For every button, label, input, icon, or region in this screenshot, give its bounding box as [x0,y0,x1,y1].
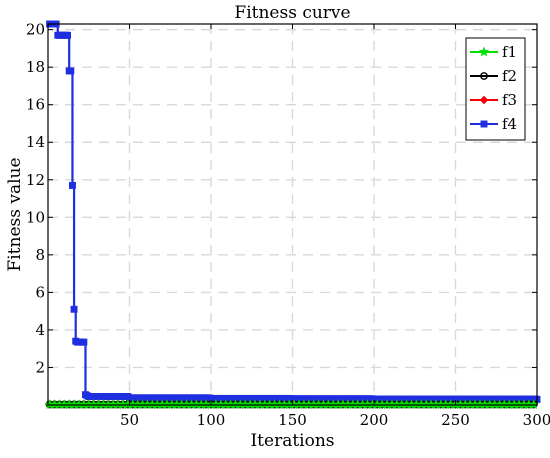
legend: f1 f2 f3 f4 [465,37,526,141]
legend-entry-f2: f2 [470,67,517,85]
series-marker [479,95,489,105]
legend-entry-f3: f3 [470,91,517,109]
series-marker [480,72,488,80]
y-tick-label: 18 [26,58,45,76]
series-marker [67,67,75,75]
y-tick-label: 16 [26,96,45,114]
series-marker [478,46,490,57]
legend-label: f1 [502,43,517,61]
series-marker [480,120,488,128]
axis-ticks: 50 100 150 200 250 300 2 4 6 8 10 12 14 16 18 20 [26,21,550,429]
legend-label: f2 [502,67,517,85]
legend-entry-f1: f1 [470,43,517,61]
series-marker [80,338,88,346]
x-tick-label: 250 [441,411,470,429]
series-marker [70,305,78,313]
x-tick-label: 300 [523,411,550,429]
x-tick-label: 200 [360,411,389,429]
y-tick-label: 6 [35,283,45,301]
y-tick-label: 2 [35,358,45,376]
chart-title: Fitness curve [234,3,350,23]
legend-label: f4 [502,115,517,133]
x-axis-label: Iterations [250,431,334,451]
x-tick-label: 100 [197,411,226,429]
grid [48,24,537,405]
y-tick-label: 12 [26,171,45,189]
y-tick-label: 10 [26,208,45,226]
series-marker [64,31,72,39]
y-tick-label: 14 [26,133,45,151]
x-tick-label: 50 [120,411,139,429]
y-tick-label: 20 [26,21,45,39]
y-tick-label: 8 [35,246,45,264]
series-marker [69,181,76,189]
x-tick-label: 150 [278,411,307,429]
y-axis-label: Fitness value [5,157,25,271]
legend-entry-f4: f4 [470,115,517,133]
y-tick-label: 4 [35,321,45,339]
legend-label: f3 [502,91,517,109]
